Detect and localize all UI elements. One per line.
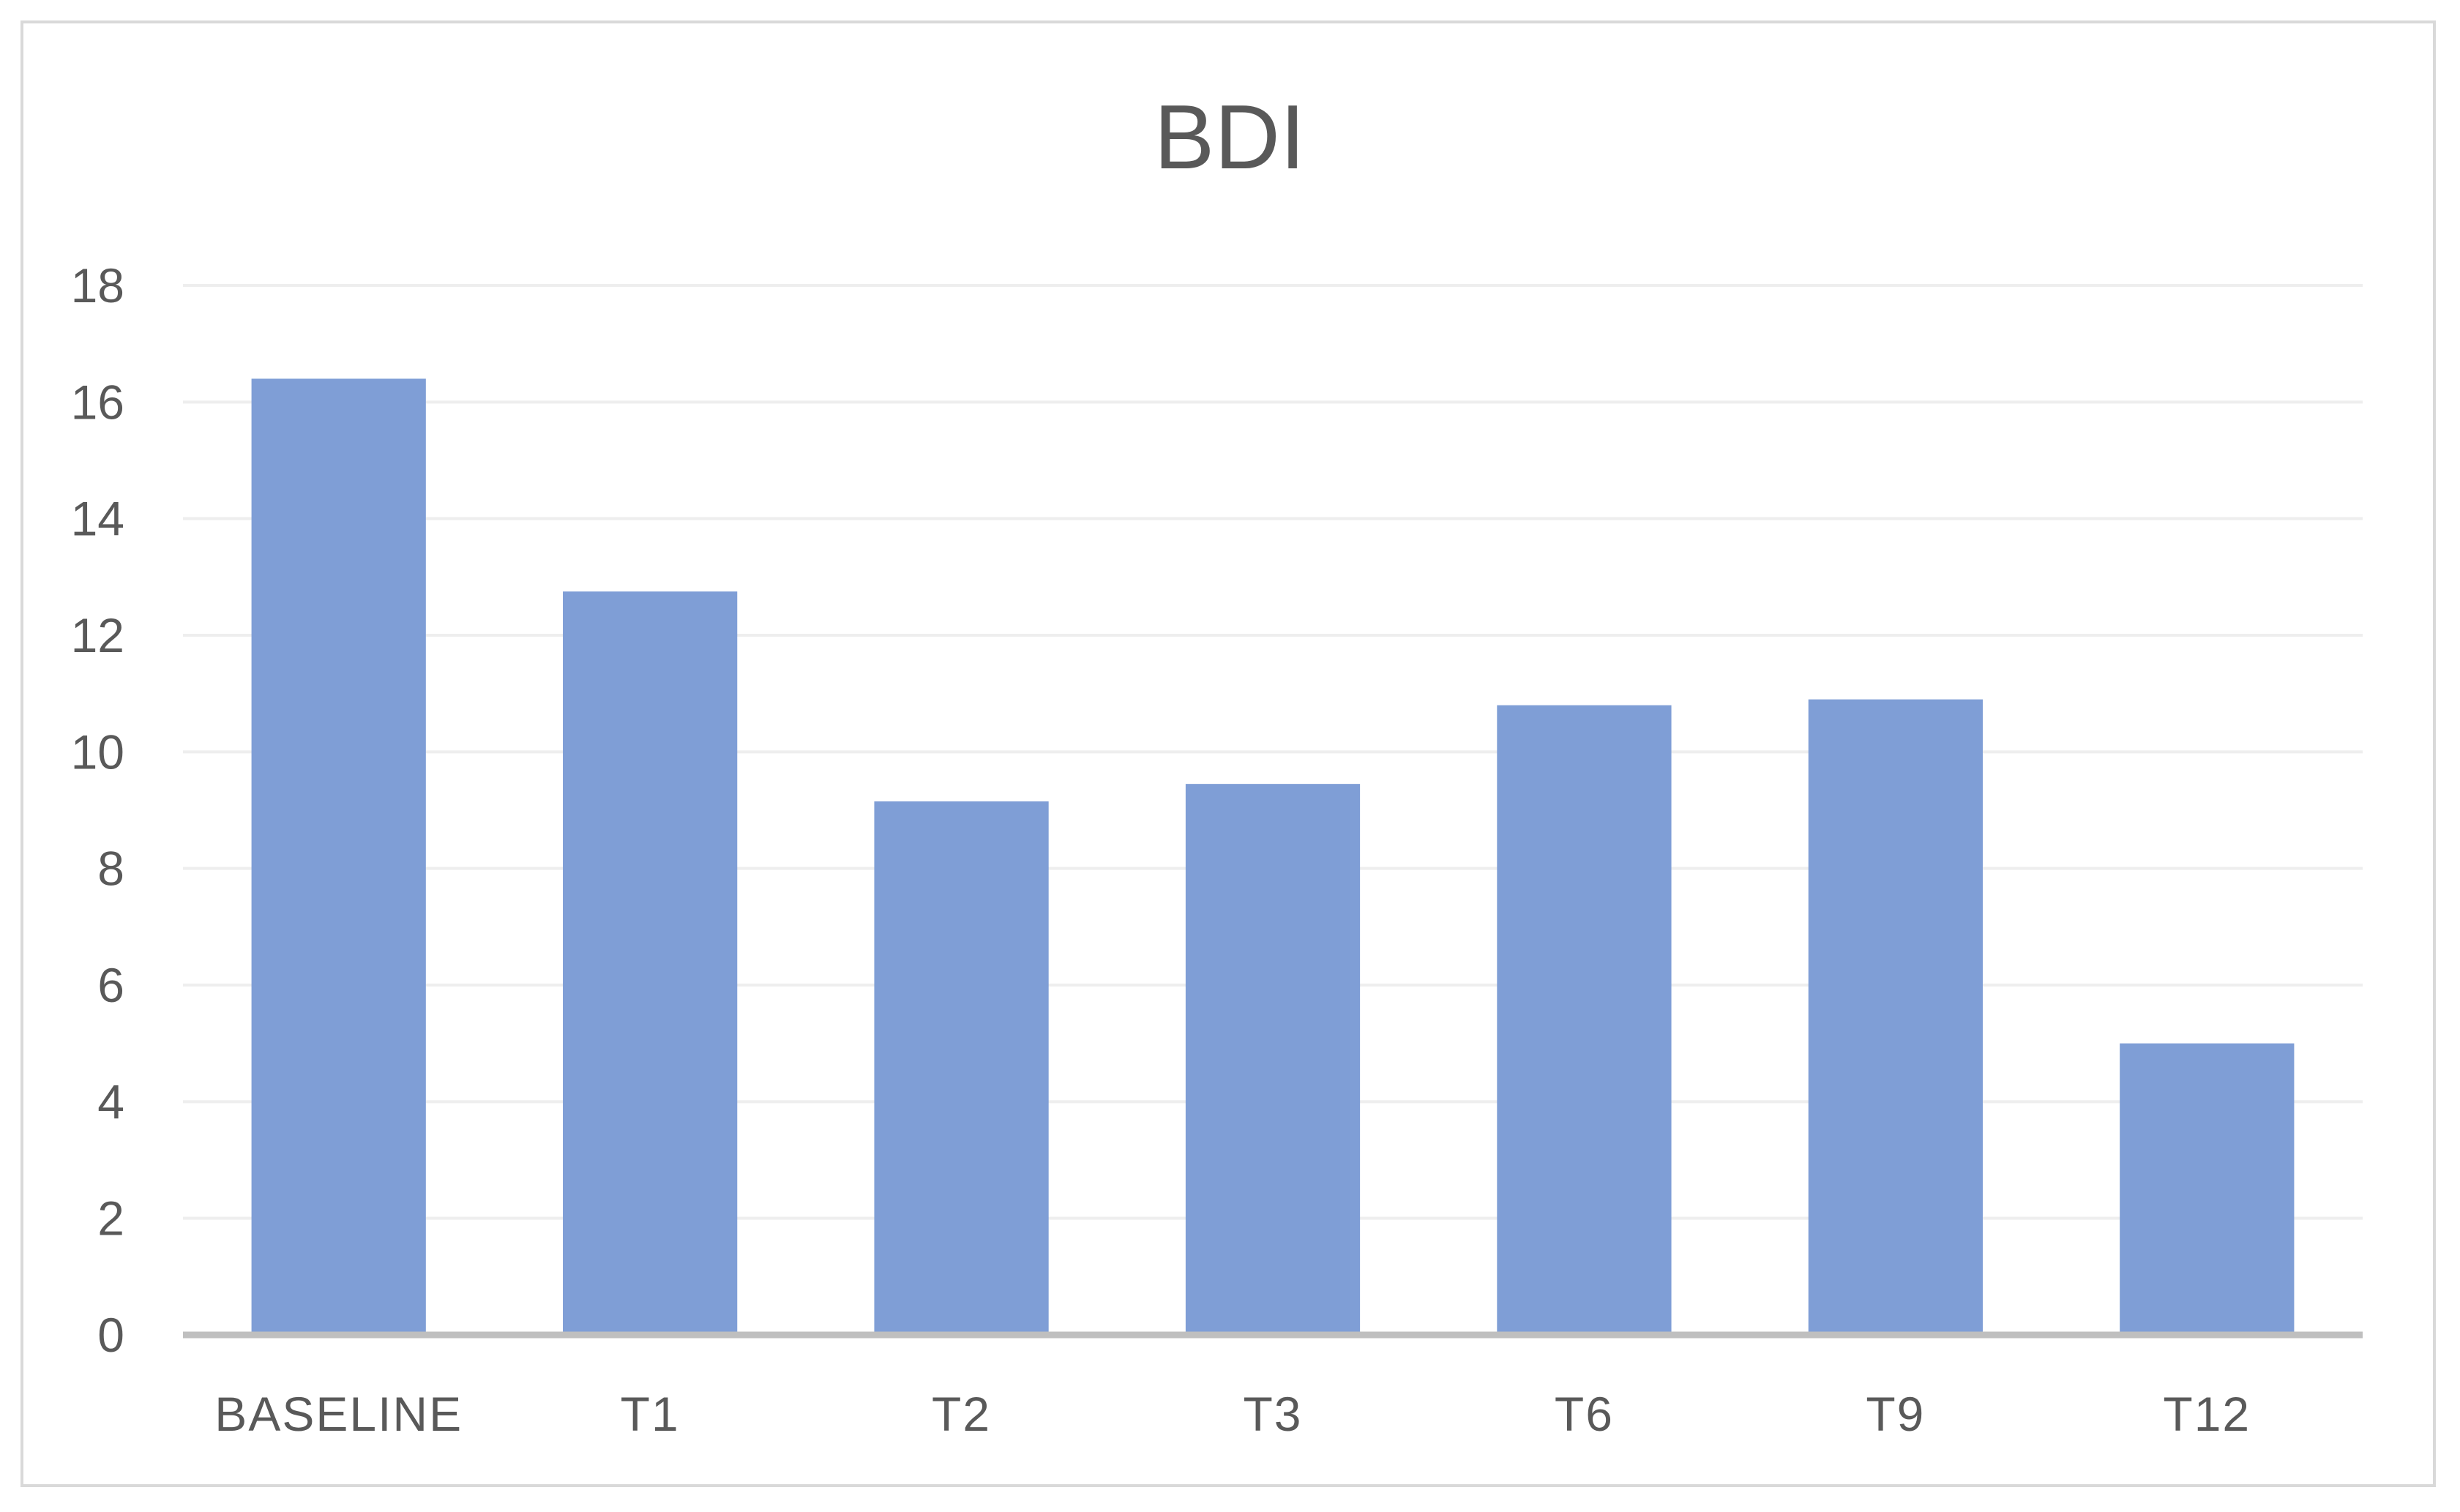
x-category-label: T1 [621, 1387, 680, 1441]
x-axis-category-labels: BASELINE T1 T2 T3 T6 T9 T12 [214, 1387, 2251, 1441]
y-tick-label: 0 [97, 1308, 124, 1362]
y-axis-tick-labels: 0 2 4 6 8 10 12 14 16 18 [71, 258, 124, 1362]
y-tick-label: 8 [97, 842, 124, 896]
x-category-label: T3 [1243, 1387, 1302, 1441]
y-tick-label: 18 [71, 258, 124, 312]
bar-baseline [251, 378, 426, 1335]
y-tick-label: 12 [71, 608, 124, 662]
x-category-label: T9 [1866, 1387, 1925, 1441]
y-tick-label: 6 [97, 958, 124, 1012]
bar-t12 [2120, 1043, 2295, 1335]
bar-t9 [1808, 699, 1983, 1335]
bar-t2 [874, 801, 1049, 1335]
x-category-label: T6 [1555, 1387, 1614, 1441]
bar-t1 [563, 591, 738, 1335]
bar-t3 [1185, 784, 1361, 1335]
y-tick-label: 4 [97, 1074, 124, 1129]
x-category-label: T2 [932, 1387, 991, 1441]
gridlines [183, 284, 2363, 1220]
y-tick-label: 10 [71, 725, 124, 779]
y-tick-label: 14 [71, 492, 124, 546]
bars [251, 378, 2295, 1335]
x-category-label: T12 [2163, 1387, 2251, 1441]
y-tick-label: 2 [97, 1191, 124, 1246]
bar-t6 [1497, 705, 1672, 1335]
x-category-label: BASELINE [214, 1387, 463, 1441]
chart-title: BDI [1154, 87, 1306, 188]
y-tick-label: 16 [71, 375, 124, 429]
